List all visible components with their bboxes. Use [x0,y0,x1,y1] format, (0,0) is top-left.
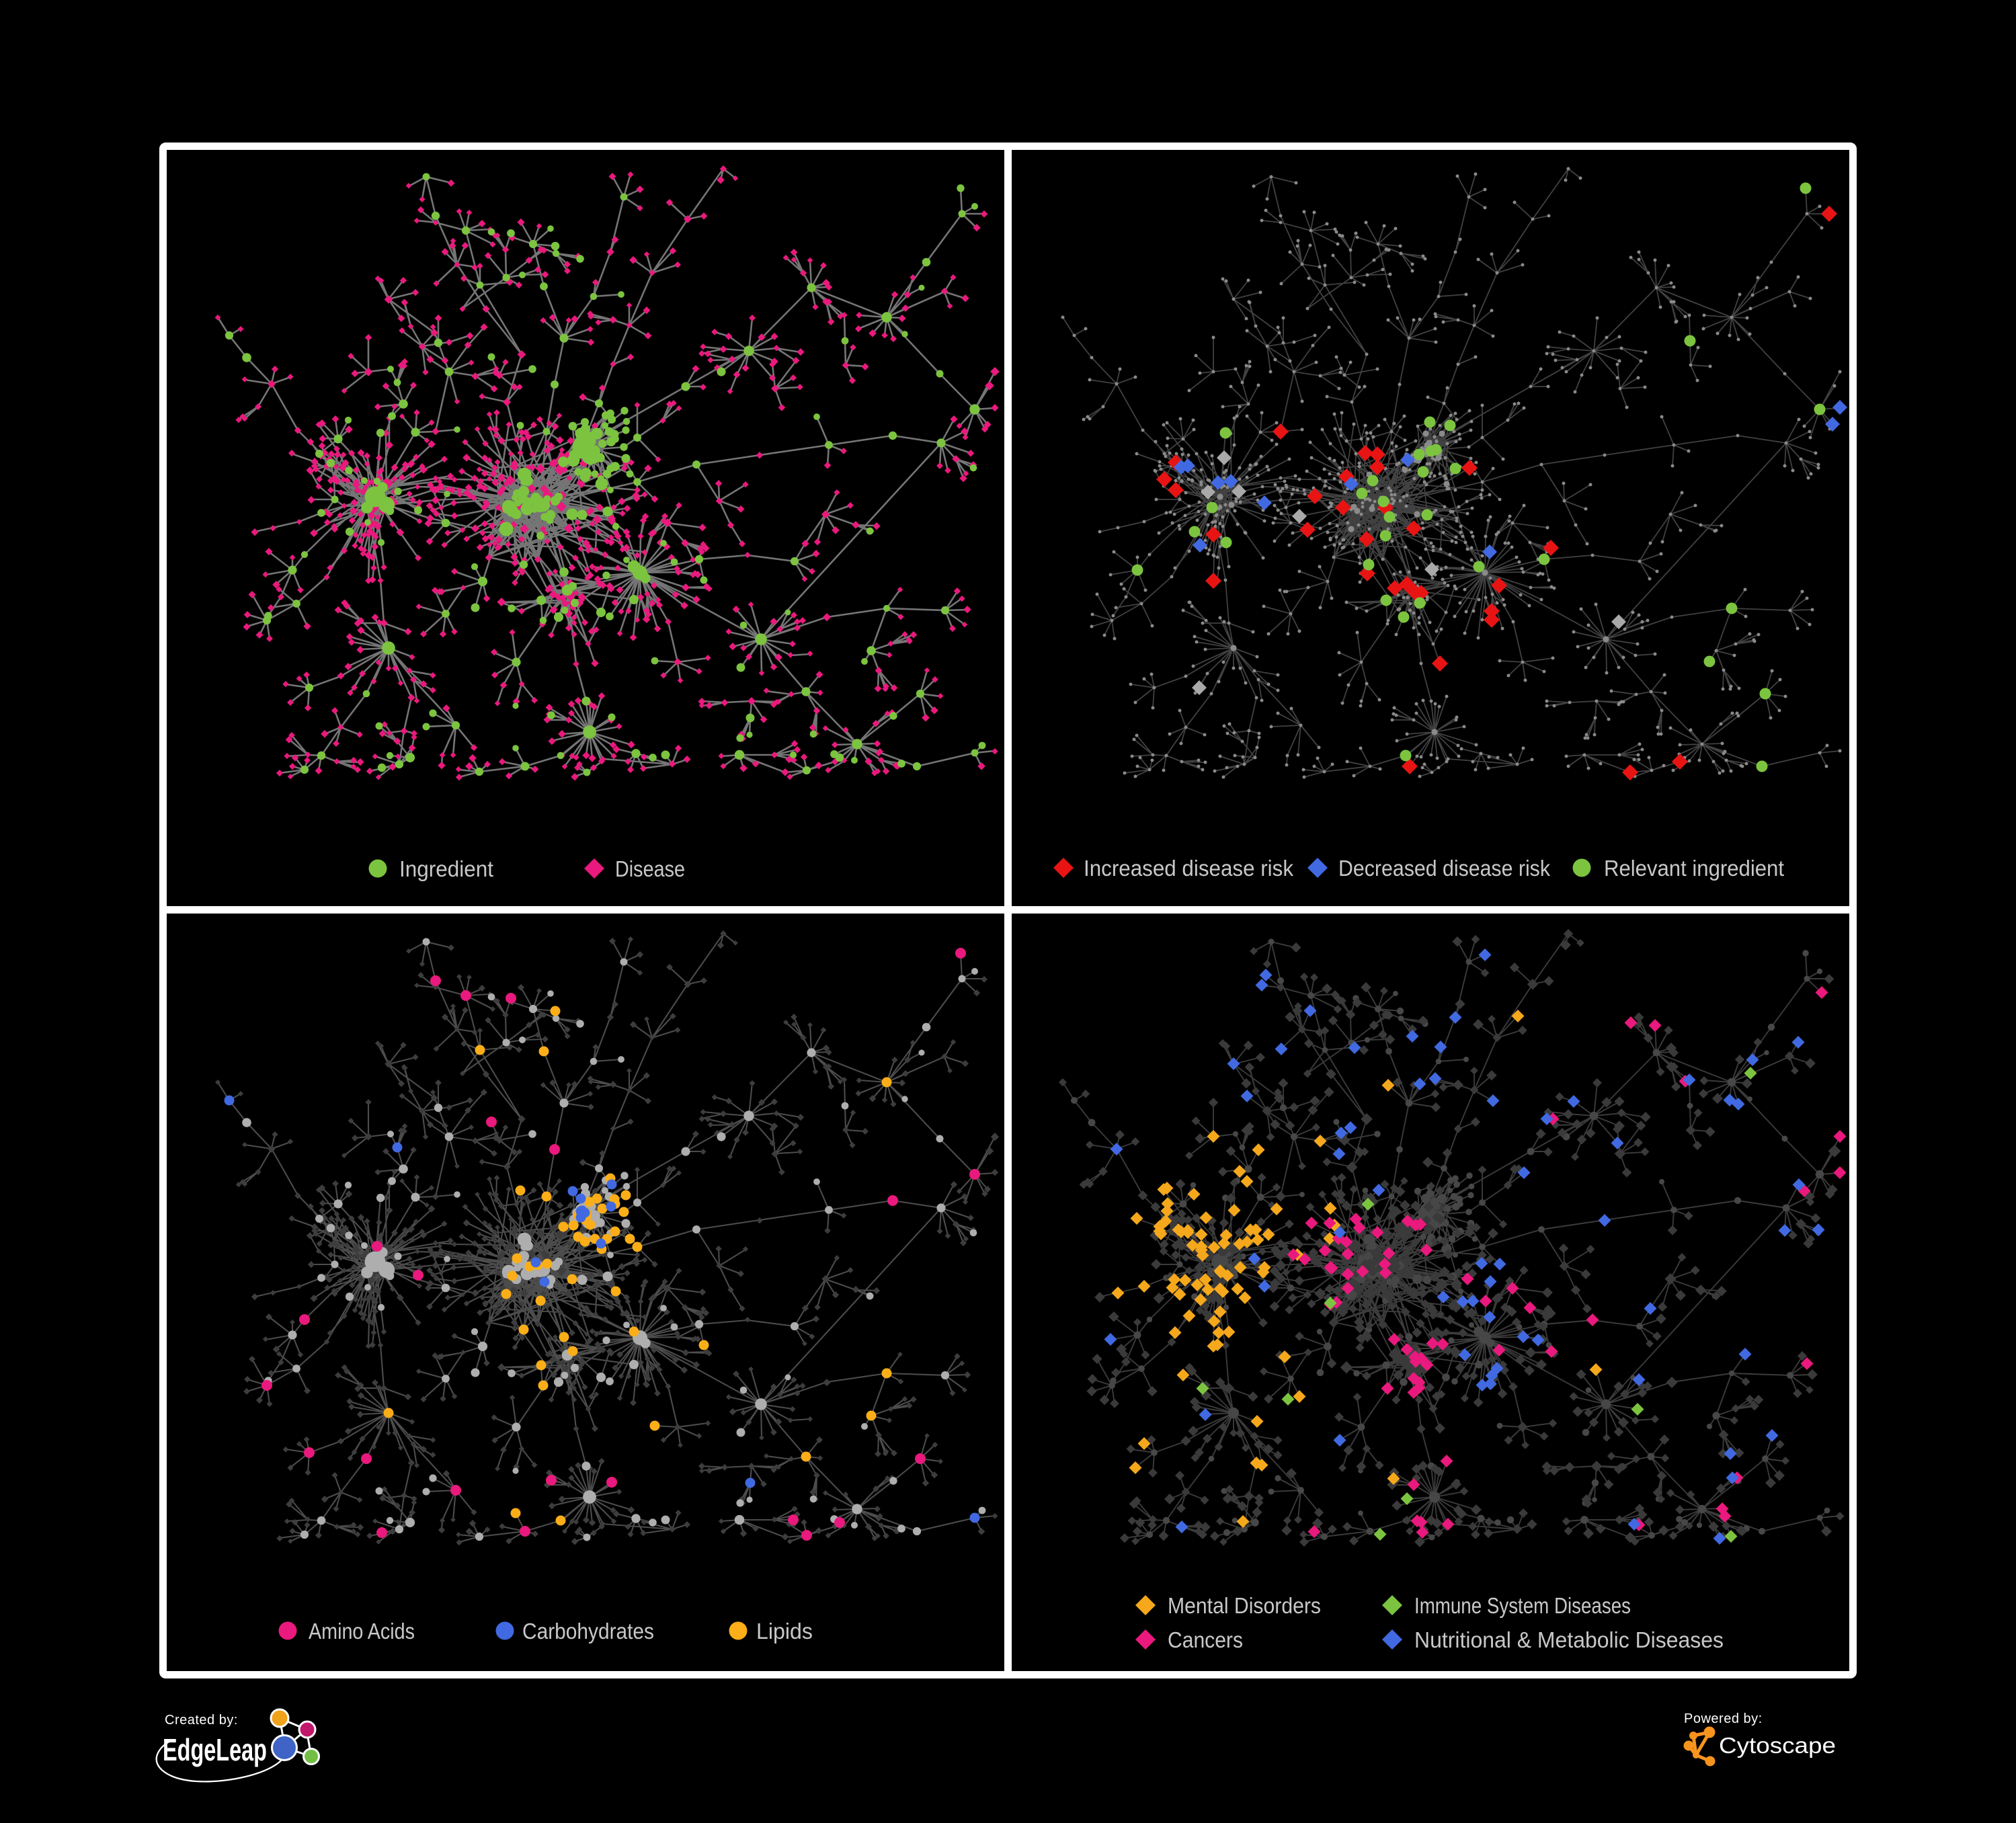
svg-text:Carbohydrates: Carbohydrates [522,1619,654,1644]
svg-text:Cancers: Cancers [1168,1627,1243,1652]
svg-text:Increased disease risk: Increased disease risk [1084,856,1293,881]
svg-text:Disease: Disease [615,856,685,881]
svg-text:Powered by:: Powered by: [1684,1711,1763,1726]
svg-text:Relevant ingredient: Relevant ingredient [1604,856,1784,881]
svg-text:Mental Disorders: Mental Disorders [1168,1593,1321,1618]
svg-text:Immune System Diseases: Immune System Diseases [1414,1593,1631,1618]
svg-text:Ingredient: Ingredient [399,856,493,881]
svg-text:Lipids: Lipids [756,1619,813,1644]
svg-text:Created by:: Created by: [165,1713,238,1728]
svg-text:Amino Acids: Amino Acids [309,1619,415,1644]
svg-text:Cytoscape: Cytoscape [1719,1733,1836,1758]
svg-text:Nutritional & Metabolic Diseas: Nutritional & Metabolic Diseases [1414,1627,1724,1652]
svg-text:Decreased disease risk: Decreased disease risk [1338,856,1550,881]
svg-text:EdgeLeap: EdgeLeap [163,1732,267,1767]
